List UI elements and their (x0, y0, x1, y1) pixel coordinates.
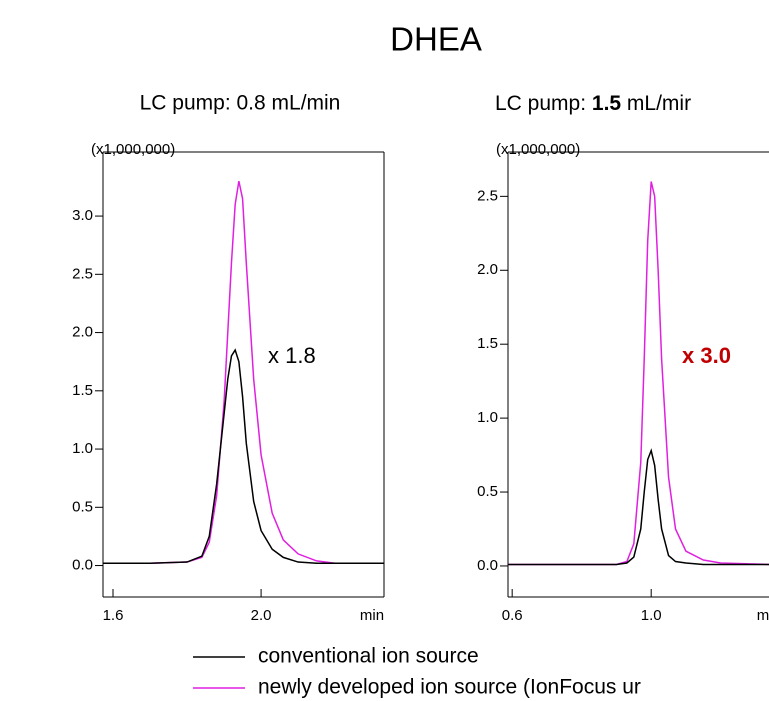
y-axis-unit: (x1,000,000) (496, 141, 580, 158)
trace (508, 181, 769, 566)
x-tick-label: 1.0 (641, 607, 662, 624)
legend-label: newly developed ion source (IonFocus ur (258, 676, 641, 699)
y-tick-label: 0.0 (477, 557, 498, 574)
annotation: x 3.0 (682, 343, 731, 368)
annotation: x 1.8 (268, 343, 316, 368)
legend-label: conventional ion source (258, 645, 479, 668)
subtitle-part: LC pump: (495, 92, 592, 115)
subtitle-part: 1.5 (592, 92, 622, 115)
subtitle: LC pump: 0.8 mL/min (140, 92, 341, 115)
y-tick-label: 0.5 (477, 483, 498, 500)
y-tick-label: 0.0 (72, 557, 93, 574)
trace (508, 448, 769, 566)
trace (103, 348, 384, 564)
subtitle: LC pump: 1.5 mL/mir (495, 92, 691, 115)
subtitle-part: mL/mir (621, 92, 691, 115)
y-tick-label: 1.0 (72, 440, 93, 457)
trace (103, 180, 384, 564)
page-title: DHEA (390, 21, 482, 58)
x-tick-label: 1.6 (103, 607, 124, 624)
y-tick-label: 0.5 (72, 498, 93, 515)
y-tick-label: 3.0 (72, 207, 93, 224)
x-axis-unit: min (360, 607, 384, 624)
y-tick-label: 1.5 (477, 335, 498, 352)
x-tick-label: 0.6 (502, 607, 523, 624)
y-tick-label: 2.5 (72, 265, 93, 282)
y-tick-label: 1.5 (72, 382, 93, 399)
x-tick-label: 2.0 (251, 607, 272, 624)
x-axis-unit: m (757, 607, 769, 624)
y-axis-unit: (x1,000,000) (91, 141, 175, 158)
y-tick-label: 2.0 (72, 324, 93, 341)
y-tick-label: 1.0 (477, 409, 498, 426)
y-tick-label: 2.0 (477, 261, 498, 278)
y-tick-label: 2.5 (477, 187, 498, 204)
